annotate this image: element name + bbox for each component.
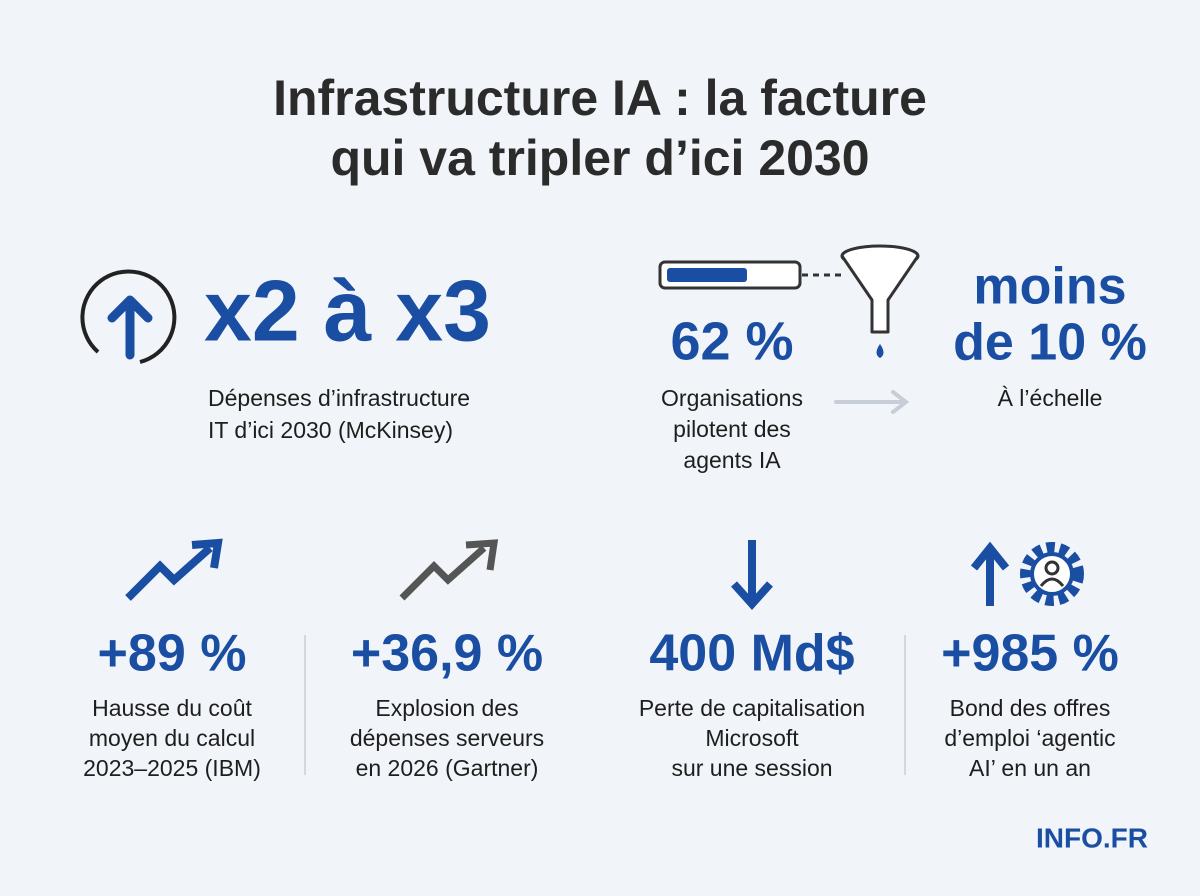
- title-line: Infrastructure IA : la facture: [273, 70, 927, 126]
- trend-icon: [125, 538, 223, 601]
- caption-line: Explosion des: [375, 695, 518, 721]
- caption-line: Organisations: [661, 385, 803, 411]
- caption-line: sur une session: [671, 755, 832, 781]
- down-arrow-icon: [731, 540, 773, 610]
- caption-line: Hausse du coût: [92, 695, 252, 721]
- jobs-icon: [970, 541, 1084, 606]
- trend-icon: [399, 539, 499, 601]
- stat-figure: +985 %: [941, 625, 1119, 683]
- headline-figure: 62 %: [670, 311, 793, 371]
- stat-figure: +36,9 %: [351, 625, 543, 683]
- funnel-illustration: [658, 244, 920, 414]
- caption-line: d’emploi ‘agentic: [944, 725, 1115, 751]
- title-line: qui va tripler d’ici 2030: [330, 130, 869, 186]
- caption-line: À l’échelle: [998, 385, 1103, 411]
- caption-line: AI’ en un an: [969, 755, 1091, 781]
- stat-figure: +89 %: [98, 625, 247, 683]
- caption-line: Microsoft: [705, 725, 799, 751]
- headline-figure: de 10 %: [953, 314, 1147, 372]
- caption-line: IT d’ici 2030 (McKinsey): [208, 417, 453, 443]
- headline-figure: moins: [973, 258, 1126, 316]
- caption-line: dépenses serveurs: [350, 725, 544, 751]
- brand: INFO.FR: [1036, 822, 1148, 853]
- caption-line: 2023–2025 (IBM): [83, 755, 261, 781]
- stats-row: +89 % Hausse du coût moyen du calcul 2023–2…: [83, 625, 1119, 781]
- caption-line: pilotent des: [673, 416, 791, 442]
- caption-line: agents IA: [683, 447, 781, 473]
- growth-icon: [80, 269, 177, 364]
- caption-line: en 2026 (Gartner): [356, 755, 539, 781]
- caption-line: Dépenses d’infrastructure: [208, 385, 470, 411]
- stat-figure: 400 Md$: [649, 625, 854, 683]
- caption-line: Bond des offres: [950, 695, 1111, 721]
- caption-line: moyen du calcul: [89, 725, 255, 751]
- caption-line: Perte de capitalisation: [639, 695, 865, 721]
- headline-figure: x2 à x3: [204, 264, 491, 360]
